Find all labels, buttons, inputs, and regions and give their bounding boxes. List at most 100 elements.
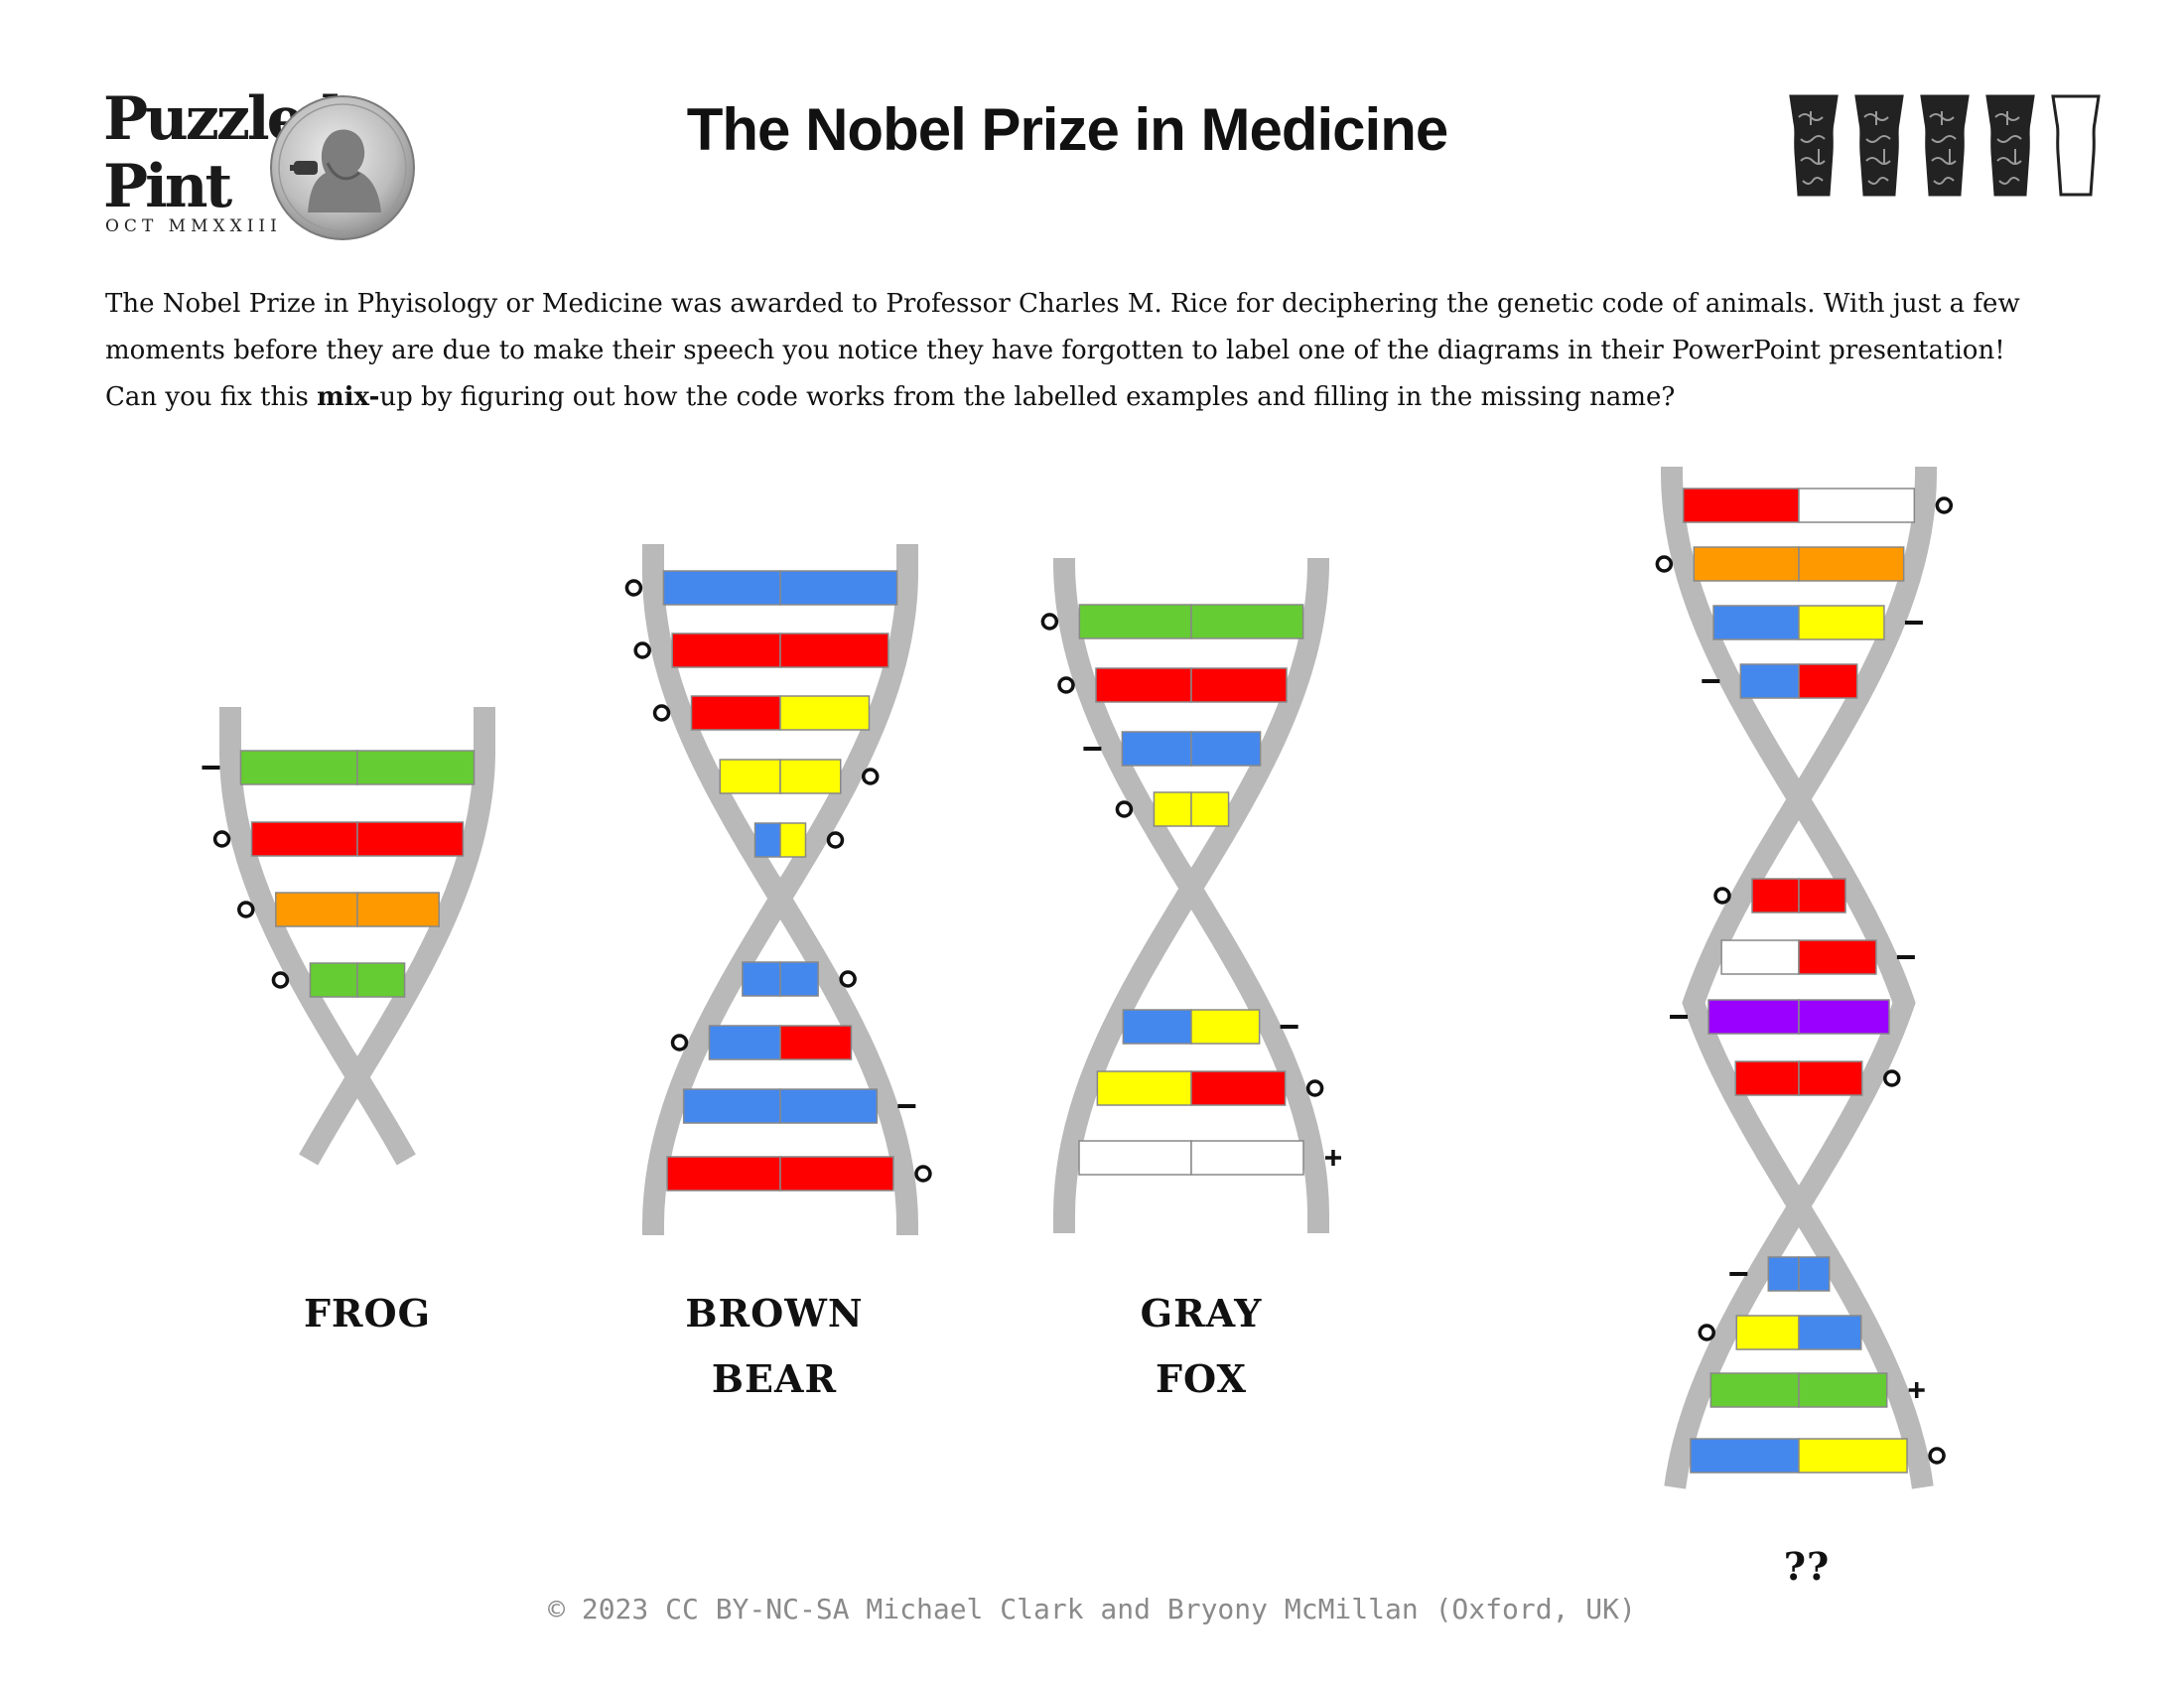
base-right [779, 1025, 853, 1060]
base-right [779, 1088, 879, 1124]
base-pair [666, 1156, 932, 1192]
marker-circle [1655, 555, 1674, 573]
base-left [1122, 1009, 1192, 1045]
base-pair [670, 1025, 853, 1060]
base-pair [1713, 878, 1846, 914]
base-right [779, 759, 842, 794]
difficulty-rating [1787, 93, 2115, 199]
marker-circle [861, 768, 880, 785]
marker-plus [1908, 1382, 1925, 1398]
backbone-strand-2 [1682, 467, 1937, 1489]
base-left [1682, 488, 1800, 523]
marker-circle [1713, 887, 1731, 905]
base-pair [1702, 663, 1858, 699]
base-pair [1040, 604, 1304, 639]
diagram-label-brown-bear: BROWN BEAR [655, 1281, 893, 1412]
intro-line-3: Can you fix this mix-up by figuring out … [105, 374, 2091, 421]
base-pair [1734, 1060, 1901, 1096]
logo-date: OCT MMXXIII [105, 216, 282, 236]
base-left [1707, 999, 1800, 1035]
intro-line-3-end: up by figuring out how the code works fr… [379, 382, 1676, 412]
base-right [1798, 1060, 1863, 1096]
backbone-strand-2 [1053, 558, 1329, 1233]
intro-line-2: moments before they are due to make thei… [105, 336, 2005, 365]
marker-circle [1305, 1079, 1324, 1097]
base-left [1690, 1438, 1800, 1474]
base-left [1078, 1140, 1192, 1176]
base-left [1739, 663, 1800, 699]
intro-text: The Nobel Prize in Phyisology or Medicin… [105, 281, 2091, 421]
dna-helix-unknown [1655, 467, 1954, 1489]
base-right [1798, 1256, 1831, 1292]
base-pair [1655, 546, 1905, 582]
base-left [1767, 1256, 1800, 1292]
dna-helix-brown-bear [624, 544, 932, 1235]
base-left [1078, 604, 1192, 639]
base-right [1798, 939, 1877, 975]
base-right [779, 1156, 894, 1192]
base-right [356, 750, 476, 785]
marker-circle [839, 970, 857, 988]
base-right [1190, 791, 1230, 827]
base-pair [1690, 1438, 1946, 1474]
base-left [239, 750, 358, 785]
base-pair [682, 1088, 916, 1124]
base-left [1712, 605, 1800, 640]
base-left [1720, 939, 1800, 975]
puzzled-pint-logo: Puzzled Pint OCT MMXXIII [99, 87, 437, 251]
base-pair [1670, 999, 1890, 1035]
base-pair [624, 570, 898, 606]
base-pair [1057, 667, 1288, 703]
base-pair [633, 633, 889, 668]
base-left [1121, 731, 1192, 767]
base-left [250, 821, 358, 857]
dna-helix-frog [202, 707, 495, 1166]
base-pair [1096, 1070, 1324, 1106]
base-left [753, 822, 781, 858]
pint-glass-icon [1854, 94, 1904, 197]
label-line: BROWN [685, 1291, 864, 1336]
marker-circle [237, 901, 255, 918]
logo-line-2: Pint [103, 152, 232, 221]
base-right [779, 695, 871, 731]
base-right [1798, 1315, 1862, 1350]
pint-glass-icon [2051, 94, 2101, 197]
marker-circle [1057, 676, 1075, 694]
marker-circle [1115, 800, 1134, 818]
base-right [1190, 1140, 1304, 1176]
label-line: GRAY [1140, 1291, 1263, 1336]
base-right [1190, 1070, 1287, 1106]
base-right [779, 822, 807, 858]
pint-glass-icon [1920, 94, 1970, 197]
base-left [1095, 667, 1192, 703]
label-line: BEAR [711, 1356, 838, 1401]
base-right [1798, 1438, 1908, 1474]
base-left [1734, 1060, 1800, 1096]
marker-circle [826, 831, 845, 849]
marker-circle [1040, 613, 1059, 631]
base-left [1735, 1315, 1800, 1350]
base-right [779, 570, 898, 606]
base-right [1798, 999, 1890, 1035]
base-left [1693, 546, 1800, 582]
base-left [1096, 1070, 1192, 1106]
base-right [1190, 1009, 1261, 1045]
label-line: FOX [1156, 1356, 1247, 1401]
backbone-strand-2 [642, 544, 918, 1235]
marker-circle [633, 641, 651, 659]
base-left [275, 892, 358, 927]
base-pair [719, 759, 880, 794]
base-pair [753, 822, 845, 858]
base-pair [1078, 1140, 1341, 1176]
page-title: The Nobel Prize in Medicine [686, 96, 1448, 163]
marker-circle [1928, 1447, 1946, 1465]
marker-circle [624, 579, 643, 597]
marker-plus [1324, 1150, 1341, 1166]
base-left [671, 633, 781, 668]
base-right [1798, 878, 1846, 914]
base-pair [1729, 1256, 1831, 1292]
intro-bold-word: mix- [317, 382, 380, 412]
base-right [1190, 667, 1288, 703]
base-pair [1709, 1372, 1925, 1408]
